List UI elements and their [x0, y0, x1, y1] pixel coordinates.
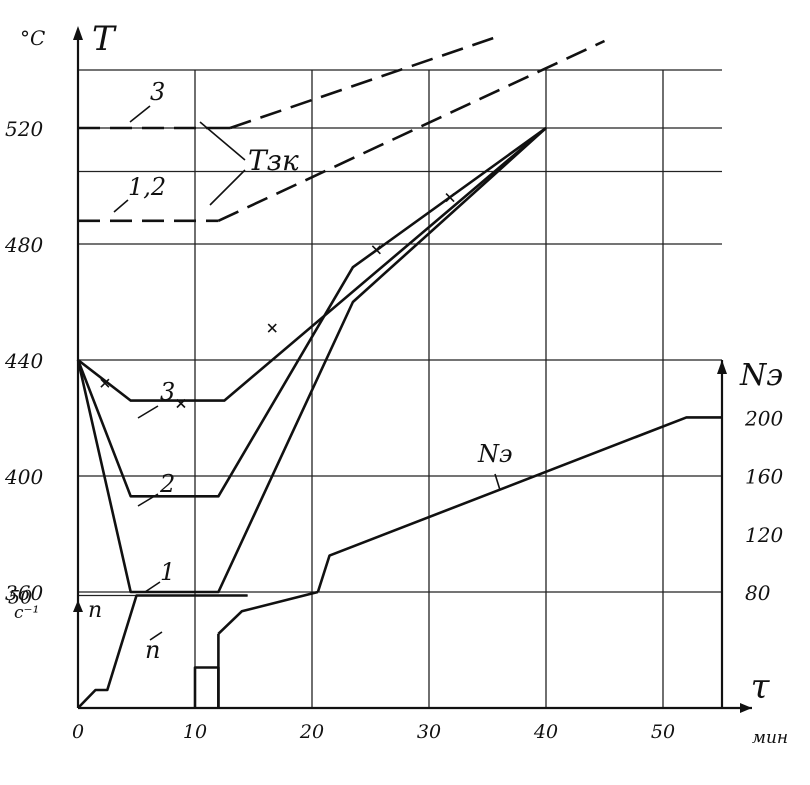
temp-tick-label: 400: [4, 465, 43, 489]
curve-3-marker: [267, 323, 277, 333]
curve-3-label: 3: [160, 378, 175, 406]
curve-3-marker: [445, 193, 455, 203]
speed-rise: [217, 590, 319, 635]
power-curve-label: Nэ: [477, 440, 512, 468]
power-tick-label: 160: [745, 465, 783, 489]
curve-1-label-leader: [144, 581, 161, 593]
speed-curve: [77, 594, 248, 709]
power-axis-label: Nэ: [739, 358, 783, 393]
speed-axis-label: n: [88, 598, 102, 623]
x-tick-label: 40: [533, 721, 558, 743]
tzk-3-label-leader: [129, 105, 151, 123]
tzk-label: Tзк: [248, 144, 299, 177]
curve-3-marker: [100, 378, 110, 388]
temp-axis-label: T: [92, 19, 117, 59]
speed-curve-label-leader: [149, 631, 163, 641]
temp-tick-label: 440: [4, 349, 43, 373]
tzk-rise-1-2: [217, 39, 606, 222]
temp-tick-label: 480: [4, 233, 43, 257]
x-unit-label: мин: [752, 728, 788, 748]
axes: [73, 26, 752, 713]
power-tick-label: 200: [744, 406, 783, 430]
power-axis-arrow: [717, 360, 727, 374]
curve-3-marker: [176, 398, 186, 409]
power-curve-label-leader: [494, 473, 501, 491]
temperature-curve-2: [76, 126, 547, 498]
curve-3-marker: [371, 245, 381, 255]
temperature-axis-arrow: [73, 26, 83, 40]
tzk-leader-lower: [209, 169, 246, 206]
tzk-12-label: 1,2: [128, 173, 166, 201]
tzk-leader-upper: [199, 121, 246, 161]
tzk-12-label-leader: [113, 199, 129, 213]
x-tick-label: 0: [72, 721, 84, 743]
x-tick-label: 30: [417, 721, 441, 743]
labels: 0 10 20 30 40 50 мин τ 360 400 440 480 520 °C Tc⁻¹ n 50 8…: [4, 19, 788, 748]
tzk-3-label: 3: [150, 78, 165, 106]
x-tick-label: 10: [183, 721, 207, 743]
temp-tick-label: 360: [5, 581, 43, 605]
speed-unit-label: c⁻¹: [14, 603, 39, 623]
speed-step: [193, 666, 220, 708]
curves: [76, 36, 722, 709]
power-tick-label: 80: [745, 581, 771, 605]
power-curve: [316, 416, 722, 593]
temperature-curve-1: [76, 127, 547, 594]
curve-2-label-leader: [137, 493, 159, 507]
x-tick-label: 20: [299, 721, 324, 743]
x-tick-label: 50: [651, 721, 675, 743]
x-axis-label: τ: [751, 667, 771, 707]
curve-2-label: 2: [159, 470, 175, 498]
temp-tick-label: 520: [5, 117, 43, 141]
curve-1-label: 1: [160, 558, 175, 586]
speed-tick-label: 50: [8, 587, 32, 609]
power-tick-label: 120: [745, 523, 783, 547]
curve-3-label-leader: [137, 405, 159, 419]
speed-axis-arrow: [73, 600, 83, 612]
tzk-rise-3: [229, 36, 494, 130]
speed-curve-label: n: [145, 636, 160, 664]
x-axis-arrow: [740, 703, 752, 713]
temp-unit-label: °C: [20, 26, 45, 50]
